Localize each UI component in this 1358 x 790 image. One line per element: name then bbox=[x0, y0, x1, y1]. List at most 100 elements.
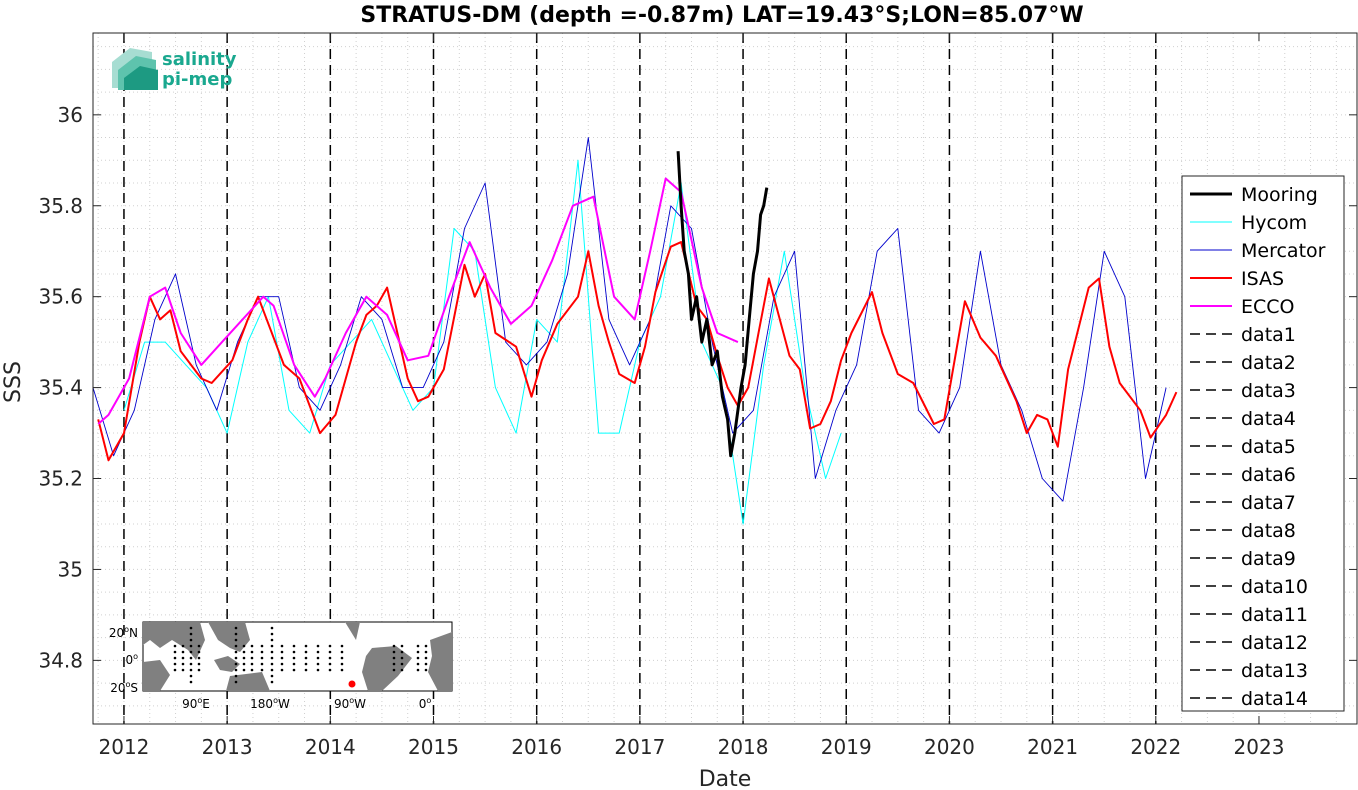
mooring-dot bbox=[416, 668, 420, 672]
mooring-dot bbox=[424, 662, 428, 666]
mooring-dot bbox=[270, 656, 274, 660]
mooring-dot bbox=[270, 650, 274, 654]
mooring-dot bbox=[316, 656, 320, 660]
mooring-dot bbox=[316, 668, 320, 672]
mooring-dot bbox=[260, 650, 264, 654]
mooring-dot bbox=[242, 656, 246, 660]
mooring-dot bbox=[416, 662, 420, 666]
mooring-dot bbox=[197, 656, 201, 660]
gridlines bbox=[93, 33, 1357, 724]
mooring-dot bbox=[280, 644, 284, 648]
mooring-dot bbox=[416, 656, 420, 660]
mooring-dot bbox=[260, 656, 264, 660]
mooring-dot bbox=[173, 656, 177, 660]
legend-label: data5 bbox=[1241, 436, 1296, 458]
legend-label: Mooring bbox=[1241, 184, 1318, 206]
mooring-dot bbox=[340, 668, 344, 672]
mooring-dot bbox=[316, 650, 320, 654]
legend-label: data9 bbox=[1241, 548, 1296, 570]
inset-lat-label: 20oN bbox=[109, 625, 138, 640]
legend-label: Hycom bbox=[1241, 212, 1307, 234]
mooring-dot bbox=[189, 644, 193, 648]
legend-item-data9: data9 bbox=[1190, 548, 1296, 570]
x-axis-ticks: 2012 2013 2014 2015 2016 2017 2018 2019 2020 2021… bbox=[99, 33, 1285, 759]
mooring-dot bbox=[173, 644, 177, 648]
logo-wave-icon bbox=[112, 48, 158, 90]
legend-item-mercator: Mercator bbox=[1190, 240, 1326, 262]
legend-item-data1: data1 bbox=[1190, 324, 1296, 346]
legend-item-data3: data3 bbox=[1190, 380, 1296, 402]
x-tick-label: 2013 bbox=[202, 735, 253, 759]
legend-item-data13: data13 bbox=[1190, 660, 1308, 682]
mooring-dot bbox=[316, 644, 320, 648]
legend-label: data4 bbox=[1241, 408, 1296, 430]
legend-item-data6: data6 bbox=[1190, 464, 1296, 486]
legend-label: data14 bbox=[1241, 688, 1308, 710]
mooring-dot bbox=[304, 668, 308, 672]
mooring-dot bbox=[328, 656, 332, 660]
station-location-marker bbox=[348, 680, 356, 688]
legend-box bbox=[1181, 175, 1345, 712]
y-tick-label: 35.2 bbox=[38, 467, 83, 491]
mooring-dot bbox=[400, 644, 404, 648]
y-tick-label: 35 bbox=[58, 557, 83, 581]
mooring-dot bbox=[173, 650, 177, 654]
series-line-mercator bbox=[92, 137, 1167, 502]
mooring-dot bbox=[242, 668, 246, 672]
legend-item-data5: data5 bbox=[1190, 436, 1296, 458]
mooring-dot bbox=[189, 656, 193, 660]
x-tick-label: 2014 bbox=[305, 735, 356, 759]
x-tick-label: 2018 bbox=[718, 735, 769, 759]
legend-item-data12: data12 bbox=[1190, 632, 1308, 654]
mooring-dot bbox=[270, 632, 274, 636]
mooring-dot bbox=[328, 668, 332, 672]
mooring-dot bbox=[189, 680, 193, 684]
y-tick-label: 35.6 bbox=[38, 285, 83, 309]
mooring-dot bbox=[189, 650, 193, 654]
legend-label: data7 bbox=[1241, 492, 1296, 514]
legend-item-isas: ISAS bbox=[1190, 268, 1284, 290]
legend-item-data8: data8 bbox=[1190, 520, 1296, 542]
mooring-dot bbox=[270, 638, 274, 642]
mooring-dot bbox=[328, 644, 332, 648]
mooring-dot bbox=[304, 662, 308, 666]
mooring-dot bbox=[280, 662, 284, 666]
mooring-dot bbox=[340, 650, 344, 654]
mooring-dot bbox=[250, 668, 254, 672]
mooring-dot bbox=[424, 668, 428, 672]
mooring-dot bbox=[400, 650, 404, 654]
land-masses bbox=[143, 622, 452, 691]
legend-label: ECCO bbox=[1241, 296, 1295, 318]
x-tick-label: 2016 bbox=[511, 735, 562, 759]
mooring-dot bbox=[400, 656, 404, 660]
legend-item-data4: data4 bbox=[1190, 408, 1296, 430]
mooring-dot bbox=[189, 662, 193, 666]
mooring-dot bbox=[234, 662, 238, 666]
legend-label: data6 bbox=[1241, 464, 1296, 486]
series-layer bbox=[92, 137, 1178, 525]
mooring-dot bbox=[189, 626, 193, 630]
mooring-dot bbox=[234, 656, 238, 660]
legend-item-hycom: Hycom bbox=[1190, 212, 1307, 234]
mooring-dot bbox=[189, 674, 193, 678]
mooring-dot bbox=[292, 650, 296, 654]
mooring-dot bbox=[189, 632, 193, 636]
mooring-dot bbox=[234, 668, 238, 672]
mooring-dot bbox=[292, 668, 296, 672]
mooring-dot bbox=[189, 638, 193, 642]
mooring-dot bbox=[242, 644, 246, 648]
mooring-dot bbox=[197, 662, 201, 666]
legend-item-mooring: Mooring bbox=[1190, 184, 1318, 206]
mooring-dot bbox=[392, 650, 396, 654]
y-tick-label: 35.4 bbox=[38, 376, 83, 400]
mooring-dot bbox=[328, 662, 332, 666]
x-tick-label: 2023 bbox=[1234, 735, 1285, 759]
mooring-dot bbox=[392, 644, 396, 648]
y-tick-label: 34.8 bbox=[38, 648, 83, 672]
mooring-dot bbox=[340, 656, 344, 660]
legend-label: data8 bbox=[1241, 520, 1296, 542]
legend-label: data13 bbox=[1241, 660, 1308, 682]
mooring-dot bbox=[416, 644, 420, 648]
